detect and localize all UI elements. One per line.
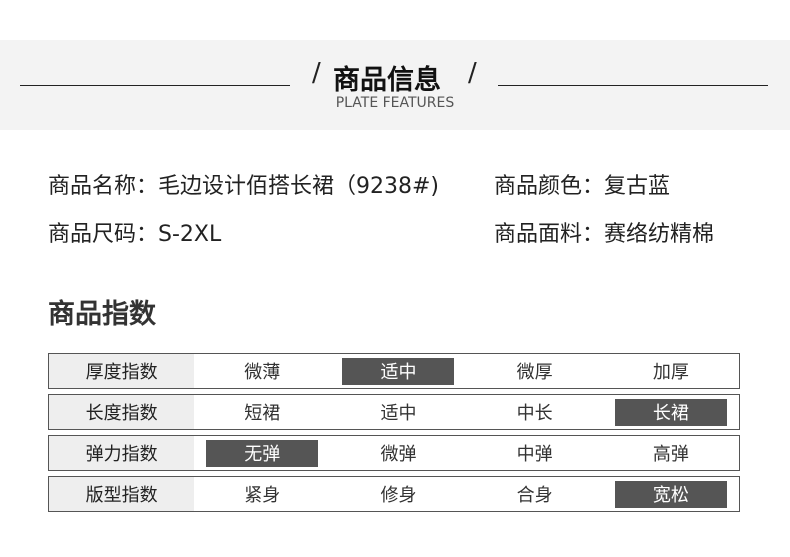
option-label: 长裙 xyxy=(614,398,727,426)
option-label: 微弹 xyxy=(380,444,417,465)
index-row: 版型指数 紧身 修身 合身 宽松 xyxy=(48,476,740,512)
index-label: 长度指数 xyxy=(49,395,195,429)
index-row: 长度指数 短裙 适中 中长 长裙 xyxy=(48,394,740,430)
index-option: 微弹 xyxy=(330,436,466,470)
divider-left xyxy=(20,85,290,86)
index-option: 中长 xyxy=(467,395,603,429)
index-option: 修身 xyxy=(330,477,466,511)
index-option: 合身 xyxy=(467,477,603,511)
option-label: 适中 xyxy=(380,403,417,424)
option-label: 适中 xyxy=(342,357,455,385)
option-label: 高弹 xyxy=(652,444,689,465)
option-label: 中长 xyxy=(516,403,553,424)
option-label: 无弹 xyxy=(206,439,319,467)
index-label: 版型指数 xyxy=(49,477,195,511)
index-option: 加厚 xyxy=(603,354,739,388)
index-option: 短裙 xyxy=(194,395,330,429)
option-label: 修身 xyxy=(380,485,417,506)
index-row: 弹力指数 无弹 微弹 中弹 高弹 xyxy=(48,435,740,471)
product-fabric: 商品面料：赛络纺精棉 xyxy=(494,222,715,247)
product-name: 商品名称：毛边设计佰搭长裙（9238#) xyxy=(48,174,440,199)
index-option: 微薄 xyxy=(194,354,330,388)
index-row: 厚度指数 微薄 适中 微厚 加厚 xyxy=(48,353,740,389)
divider-right xyxy=(498,85,768,86)
slash-left: / xyxy=(312,58,321,88)
slash-right: / xyxy=(468,58,477,88)
option-label: 合身 xyxy=(516,485,553,506)
option-label: 微厚 xyxy=(516,362,553,383)
index-label: 厚度指数 xyxy=(49,354,195,388)
index-option: 中弹 xyxy=(467,436,603,470)
option-label: 中弹 xyxy=(516,444,553,465)
product-color: 商品颜色：复古蓝 xyxy=(494,174,671,199)
index-option: 紧身 xyxy=(194,477,330,511)
index-option: 高弹 xyxy=(603,436,739,470)
index-title: 商品指数 xyxy=(48,299,156,330)
option-label: 微薄 xyxy=(244,362,281,383)
section-subtitle: PLATE FEATURES xyxy=(335,95,455,111)
option-label: 紧身 xyxy=(244,485,281,506)
index-option-selected: 长裙 xyxy=(603,395,739,429)
option-label: 宽松 xyxy=(614,480,727,508)
index-option: 微厚 xyxy=(467,354,603,388)
index-option-selected: 宽松 xyxy=(603,477,739,511)
index-label: 弹力指数 xyxy=(49,436,195,470)
index-option: 适中 xyxy=(330,395,466,429)
product-size: 商品尺码：S-2XL xyxy=(48,222,222,247)
option-label: 短裙 xyxy=(244,403,281,424)
index-option-selected: 适中 xyxy=(330,354,466,388)
index-option-selected: 无弹 xyxy=(194,436,330,470)
section-title: 商品信息 xyxy=(333,65,441,96)
option-label: 加厚 xyxy=(652,362,689,383)
